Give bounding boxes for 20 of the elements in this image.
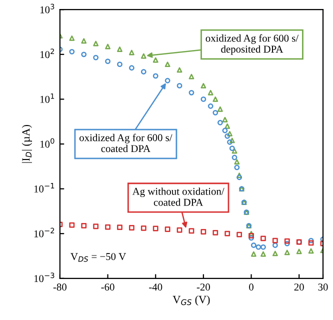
y-tick-label: 10$^{1}$ xyxy=(40,93,54,103)
x-tick-label: 0 xyxy=(249,284,254,291)
x-tick-label: -80 xyxy=(53,284,66,291)
x-tick-label: -60 xyxy=(101,284,114,291)
annotation: V$_{DS}$ = −50 V xyxy=(70,253,126,262)
x-axis-title: V$_{GS}$ (V) xyxy=(172,295,210,306)
x-tick-label: 30 xyxy=(318,284,328,291)
annotation: oxidized Ag for 600 s/ deposited DPA xyxy=(206,34,299,55)
y-tick-label: 10$^{−3}$ xyxy=(34,272,54,282)
x-tick-label: 20 xyxy=(294,284,304,291)
y-tick-label: 10$^{−2}$ xyxy=(34,228,54,238)
annotation: oxidized Ag for 600 s/ coated DPA xyxy=(80,134,172,152)
x-tick-label: -20 xyxy=(196,284,210,291)
x-tick-label: -40 xyxy=(149,284,162,291)
annotation: Ag without oxidation/ coated DPA xyxy=(132,188,224,206)
y-tick-label: 10$^{2}$ xyxy=(40,48,54,58)
y-axis-title: |I$_{D}$| (µA) xyxy=(22,124,32,163)
y-tick-label: 10$^{0}$ xyxy=(40,138,54,148)
y-tick-label: 10$^{3}$ xyxy=(40,4,54,14)
y-tick-label: 10$^{−1}$ xyxy=(34,183,54,192)
